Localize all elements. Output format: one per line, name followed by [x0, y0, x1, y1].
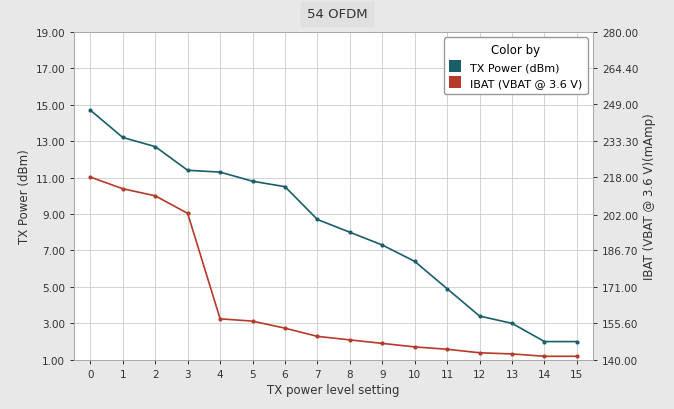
Legend: TX Power (dBm), IBAT (VBAT @ 3.6 V): TX Power (dBm), IBAT (VBAT @ 3.6 V) [444, 38, 588, 95]
Y-axis label: IBAT (VBAT @ 3.6 V)(mAmp): IBAT (VBAT @ 3.6 V)(mAmp) [643, 113, 656, 279]
X-axis label: TX power level setting: TX power level setting [268, 383, 400, 396]
Text: 54 OFDM: 54 OFDM [307, 8, 367, 21]
Y-axis label: TX Power (dBm): TX Power (dBm) [18, 149, 31, 244]
